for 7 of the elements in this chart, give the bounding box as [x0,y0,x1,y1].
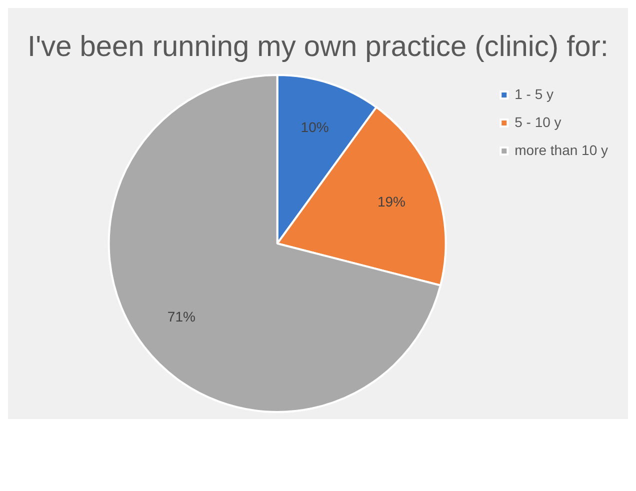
legend-label: 5 - 10 y [514,114,562,130]
legend-label: 1 - 5 y [514,86,554,102]
data-label: 71% [167,308,196,325]
data-label: 10% [300,118,329,135]
data-label: 19% [377,193,406,210]
legend-label: more than 10 y [514,142,608,158]
chart-title: I've been running my own practice (clinic) for: [26,30,610,65]
